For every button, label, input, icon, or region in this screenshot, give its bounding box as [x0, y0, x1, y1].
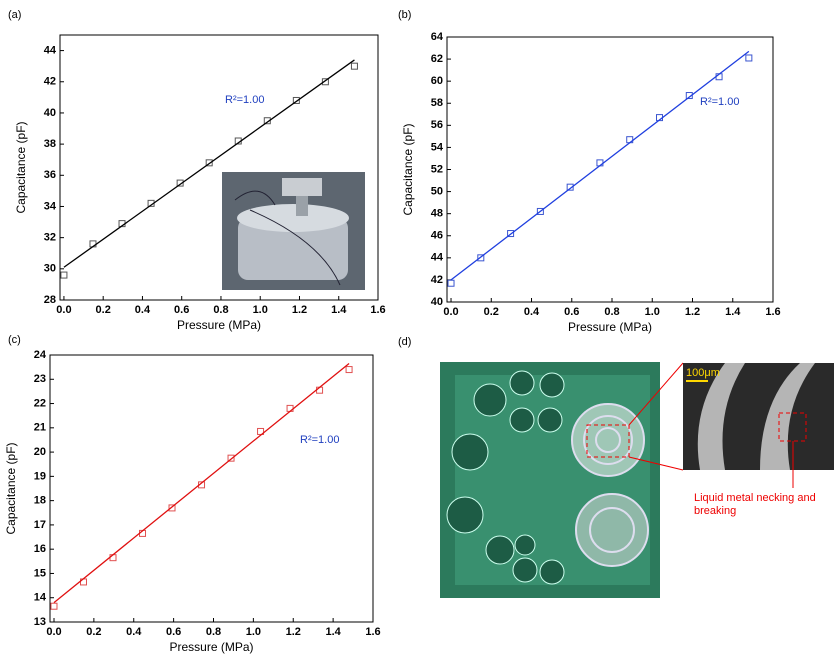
panel-label: (d) — [398, 336, 411, 348]
x-tick-label: 1.6 — [365, 626, 380, 638]
y-tick-label: 40 — [44, 107, 56, 119]
x-tick-label: 0.0 — [443, 306, 458, 318]
y-tick-label: 15 — [34, 567, 46, 579]
x-tick-label: 1.0 — [253, 304, 268, 316]
y-axis-title: Capacitance (pF) — [401, 123, 415, 215]
x-tick-label: 1.2 — [286, 626, 301, 638]
y-tick-label: 34 — [44, 200, 57, 212]
figure: 100μm Liquid metal necking and breaking … — [0, 0, 834, 665]
y-tick-label: 40 — [431, 296, 443, 308]
y-tick-label: 21 — [34, 422, 46, 434]
x-tick-label: 1.6 — [370, 304, 385, 316]
x-tick-label: 0.8 — [213, 304, 228, 316]
y-tick-label: 19 — [34, 470, 46, 482]
y-tick-label: 38 — [44, 138, 56, 150]
caption: Liquid metal necking and — [694, 492, 816, 504]
panel-label: (c) — [8, 334, 21, 346]
annotation: R²=1.00 — [225, 94, 264, 106]
y-tick-label: 36 — [44, 169, 56, 181]
data-point — [346, 367, 352, 373]
photo-a — [222, 172, 365, 290]
y-tick-label: 17 — [34, 519, 46, 531]
y-tick-label: 42 — [431, 274, 443, 286]
y-tick-label: 54 — [431, 141, 444, 153]
x-tick-label: 0.6 — [564, 306, 579, 318]
x-axis-title: Pressure (MPa) — [568, 320, 652, 334]
y-tick-label: 44 — [44, 44, 57, 56]
annotation: R²=1.00 — [300, 434, 339, 446]
y-tick-label: 46 — [431, 230, 443, 242]
y-tick-label: 44 — [431, 252, 444, 264]
y-tick-label: 22 — [34, 397, 46, 409]
y-tick-label: 52 — [431, 163, 443, 175]
y-tick-label: 24 — [34, 349, 47, 361]
y-tick-label: 42 — [44, 76, 56, 88]
x-tick-label: 1.4 — [331, 304, 347, 316]
x-tick-label: 1.4 — [725, 306, 741, 318]
plot-frame — [447, 37, 773, 302]
y-tick-label: 28 — [44, 294, 56, 306]
y-tick-label: 48 — [431, 208, 443, 220]
photo-d: 100μm Liquid metal necking and breaking … — [398, 336, 834, 598]
x-tick-label: 0.2 — [86, 626, 101, 638]
panel-label: (a) — [8, 9, 21, 21]
x-tick-label: 0.2 — [484, 306, 499, 318]
y-tick-label: 56 — [431, 119, 443, 131]
x-tick-label: 0.8 — [206, 626, 221, 638]
y-tick-label: 14 — [34, 592, 47, 604]
data-point — [351, 63, 357, 69]
y-tick-label: 58 — [431, 97, 443, 109]
annotation: R²=1.00 — [700, 96, 739, 108]
y-tick-label: 62 — [431, 53, 443, 65]
y-tick-label: 32 — [44, 232, 56, 244]
x-tick-label: 1.6 — [765, 306, 780, 318]
x-axis-title: Pressure (MPa) — [169, 640, 253, 654]
y-tick-label: 60 — [431, 75, 443, 87]
x-tick-label: 0.6 — [166, 626, 181, 638]
scale-bar: 100μm — [686, 367, 720, 379]
y-tick-label: 18 — [34, 495, 46, 507]
y-tick-label: 30 — [44, 263, 56, 275]
x-tick-label: 1.2 — [292, 304, 307, 316]
x-tick-label: 0.6 — [174, 304, 189, 316]
y-tick-label: 20 — [34, 446, 46, 458]
x-tick-label: 0.8 — [604, 306, 619, 318]
x-tick-label: 0.4 — [524, 306, 540, 318]
data-point — [61, 272, 67, 278]
x-axis-title: Pressure (MPa) — [177, 318, 261, 332]
panel-label: (b) — [398, 9, 411, 21]
y-tick-label: 23 — [34, 373, 46, 385]
x-tick-label: 1.0 — [246, 626, 261, 638]
data-point — [448, 280, 454, 286]
x-tick-label: 0.0 — [46, 626, 61, 638]
fit-line — [451, 51, 749, 280]
fit-line — [54, 363, 349, 602]
y-axis-title: Capacitance (pF) — [4, 442, 18, 534]
x-tick-label: 1.4 — [325, 626, 341, 638]
plot-frame — [50, 355, 373, 622]
y-tick-label: 16 — [34, 543, 46, 555]
x-tick-label: 0.2 — [96, 304, 111, 316]
data-point — [51, 603, 57, 609]
x-tick-label: 1.0 — [645, 306, 660, 318]
caption: breaking — [694, 505, 736, 517]
x-tick-label: 0.4 — [126, 626, 142, 638]
x-tick-label: 1.2 — [685, 306, 700, 318]
y-axis-title: Capacitance (pF) — [14, 121, 28, 213]
y-tick-label: 50 — [431, 185, 443, 197]
data-point — [746, 55, 752, 61]
y-tick-label: 13 — [34, 616, 46, 628]
x-tick-label: 0.4 — [135, 304, 151, 316]
y-tick-label: 64 — [431, 31, 444, 43]
x-tick-label: 0.0 — [56, 304, 71, 316]
